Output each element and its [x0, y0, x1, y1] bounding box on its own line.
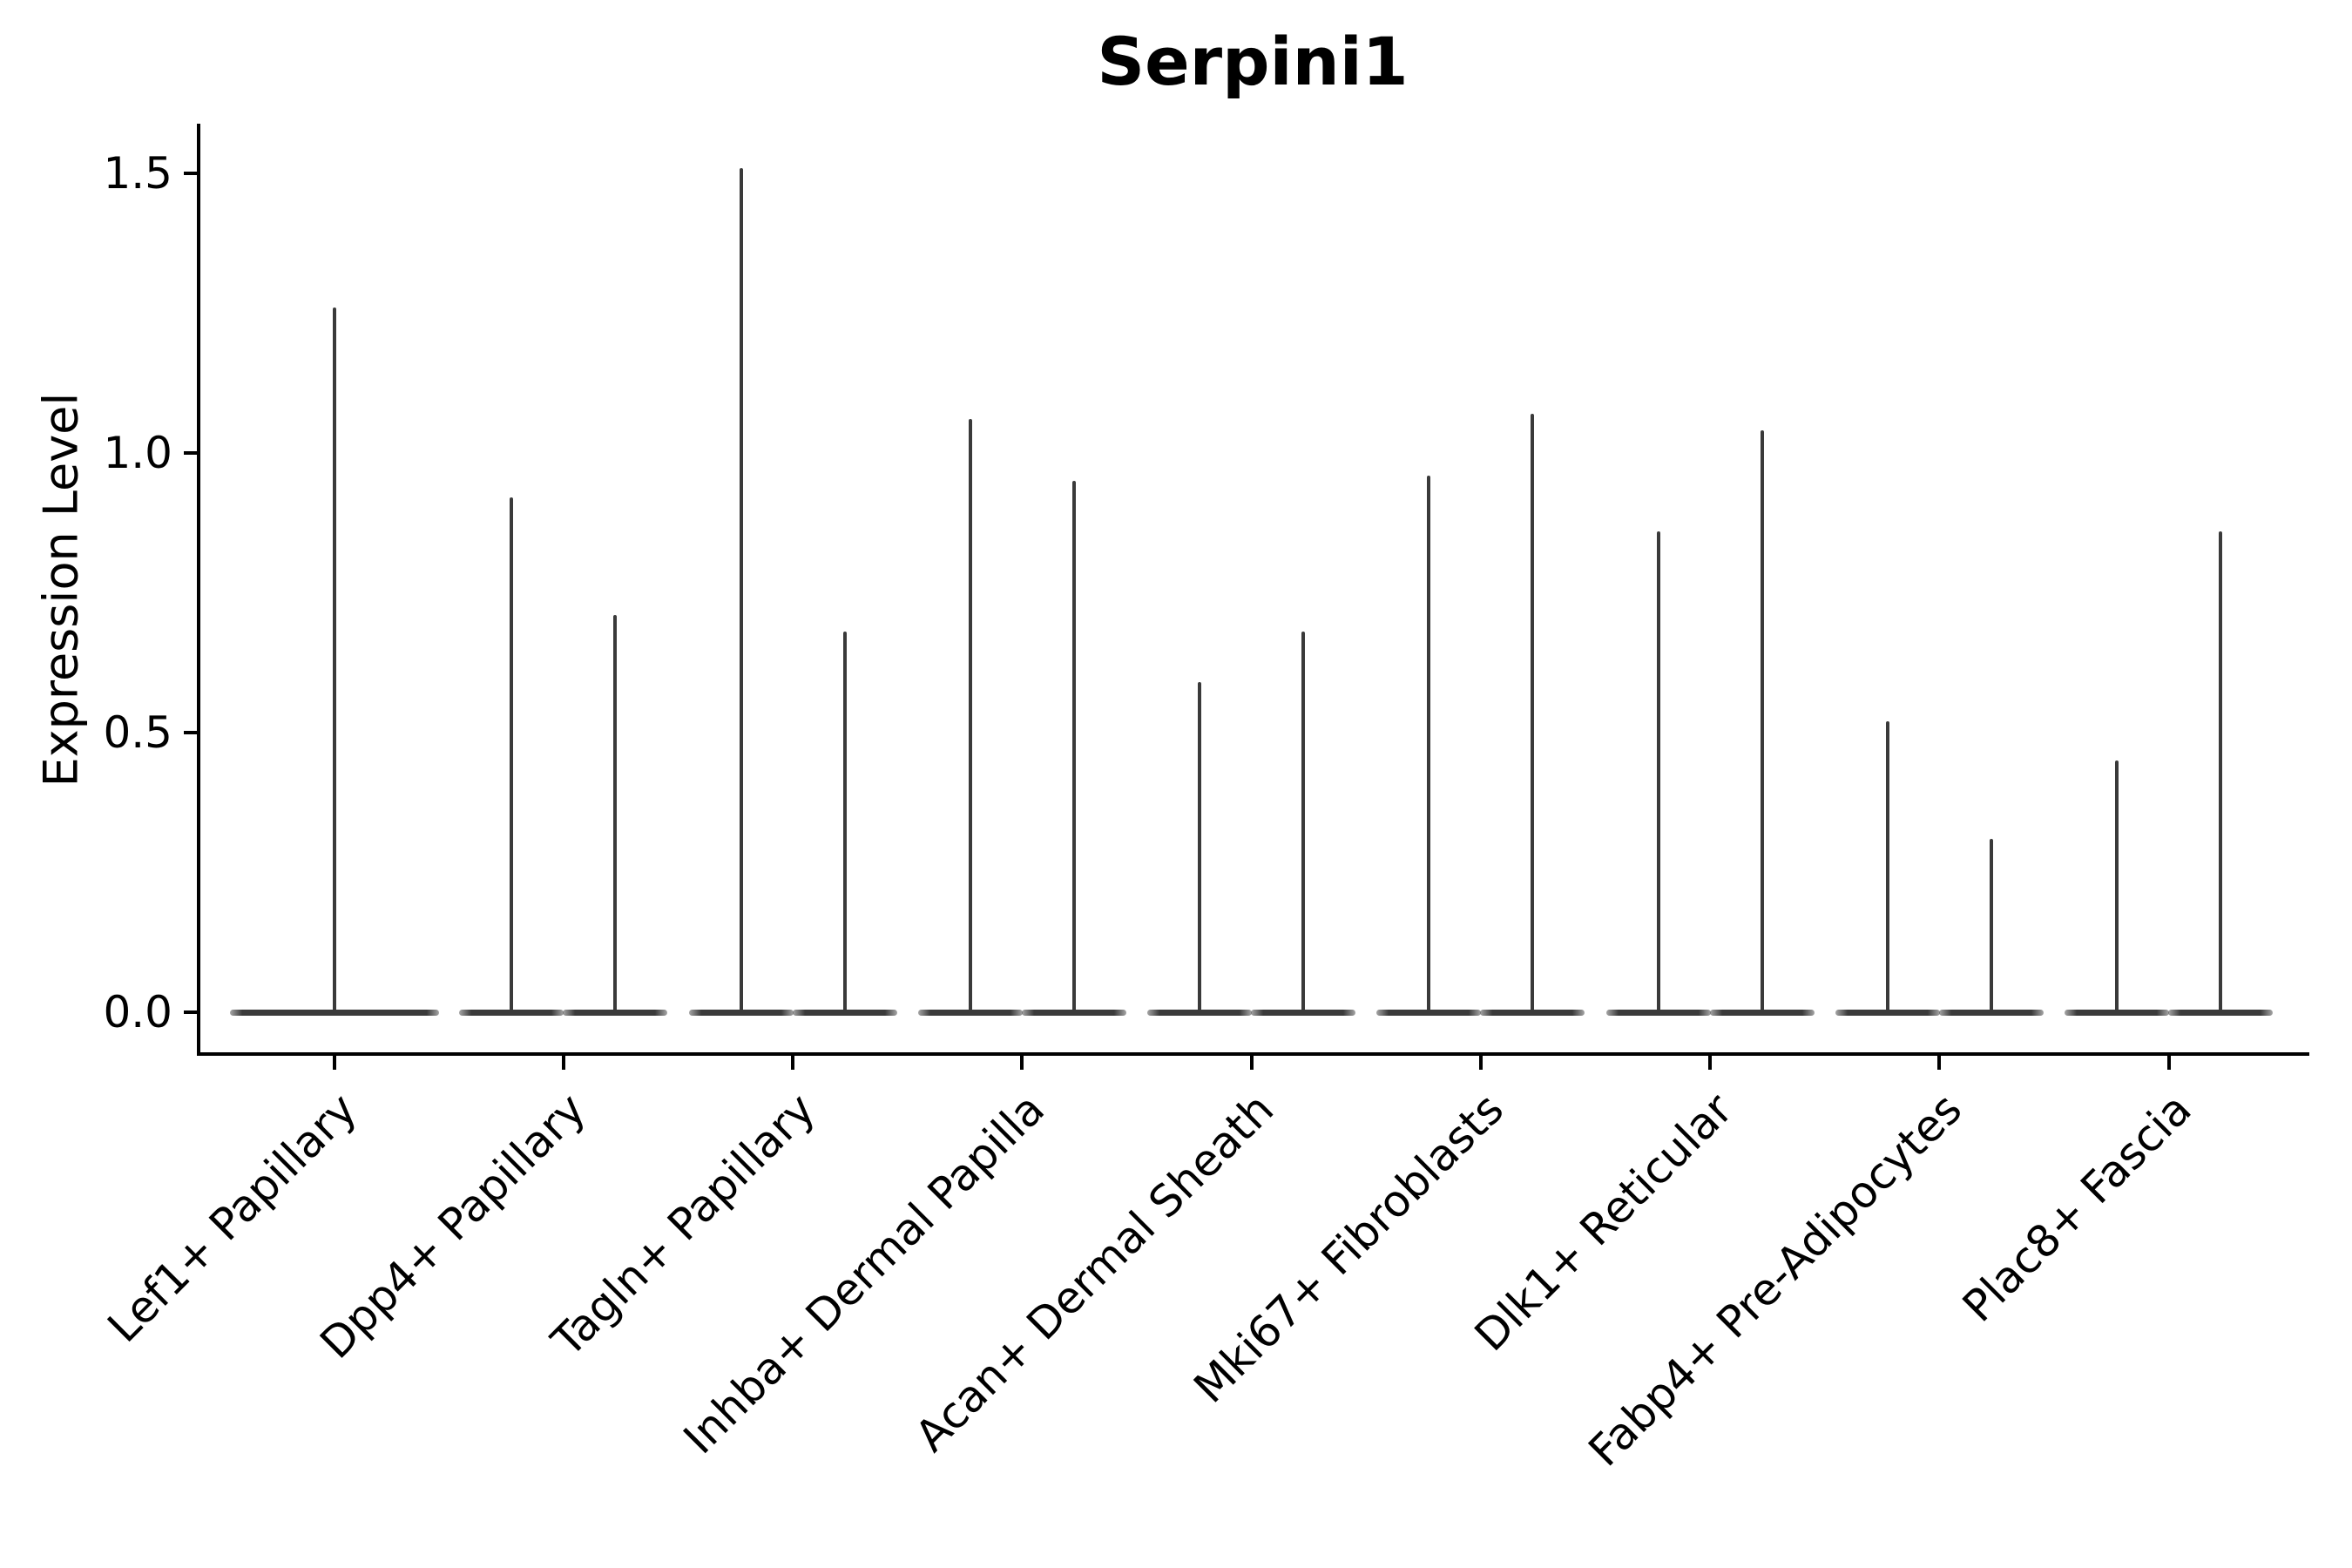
y-axis-spine [197, 124, 200, 1056]
x-tick-mark [332, 1056, 336, 1070]
y-tick-label: 1.0 [103, 428, 172, 478]
violin-body [1835, 1009, 1940, 1016]
chart-title: Serpini1 [1097, 23, 1409, 100]
violin-max-spike [1531, 414, 1535, 1012]
violin-body [1709, 1009, 1815, 1016]
y-tick-label: 0.5 [103, 707, 172, 758]
violin-body [917, 1009, 1023, 1016]
x-tick-label: Lef1+ Papillary [98, 1084, 367, 1353]
y-tick-mark [184, 1010, 197, 1014]
violin-max-spike [1427, 475, 1431, 1012]
violin-max-spike [1885, 721, 1889, 1012]
x-tick-mark [791, 1056, 794, 1070]
x-tick-mark [1020, 1056, 1024, 1070]
violin-max-spike [1071, 481, 1076, 1012]
violin-max-spike [1656, 531, 1660, 1012]
y-tick-label: 1.5 [103, 148, 172, 199]
violin-max-spike [1760, 430, 1764, 1012]
violin-body [1938, 1009, 2044, 1016]
x-tick-label: Fabp4+ Pre-Adipocytes [1578, 1084, 1972, 1477]
y-tick-mark [184, 172, 197, 175]
violin-body [792, 1009, 897, 1016]
x-tick-label: Plac8+ Fascia [1952, 1084, 2201, 1332]
violin-body [1376, 1009, 1482, 1016]
violin-max-spike [613, 615, 618, 1012]
violin-max-spike [332, 308, 336, 1012]
x-tick-mark [561, 1056, 565, 1070]
violin-body [459, 1009, 564, 1016]
x-tick-mark [1708, 1056, 1712, 1070]
violin-max-spike [968, 419, 972, 1012]
y-tick-mark [184, 731, 197, 734]
violin-body [2065, 1009, 2169, 1016]
violin-max-spike [510, 497, 514, 1012]
violin-max-spike [842, 632, 847, 1012]
violin-body [1147, 1009, 1252, 1016]
violin-max-spike [1198, 682, 1201, 1012]
x-tick-mark [2166, 1056, 2171, 1070]
x-axis-spine [197, 1052, 2309, 1056]
violin-body [563, 1009, 668, 1016]
violin-body [688, 1009, 794, 1016]
violin-body [1605, 1009, 1711, 1016]
violin-body [2168, 1009, 2273, 1016]
violin-body [229, 1009, 439, 1016]
y-tick-mark [184, 451, 197, 455]
x-tick-mark [1478, 1056, 1483, 1070]
violin-body [1251, 1009, 1355, 1016]
violin-max-spike [739, 167, 743, 1012]
violin-max-spike [2115, 760, 2119, 1012]
violin-max-spike [1989, 838, 1993, 1012]
x-tick-mark [1937, 1056, 1942, 1070]
x-tick-mark [1249, 1056, 1254, 1070]
violin-max-spike [2219, 531, 2222, 1012]
y-tick-label: 0.0 [103, 987, 172, 1037]
violin-body [1021, 1009, 1126, 1016]
violin-body [1480, 1009, 1585, 1016]
violin-max-spike [1301, 632, 1305, 1012]
